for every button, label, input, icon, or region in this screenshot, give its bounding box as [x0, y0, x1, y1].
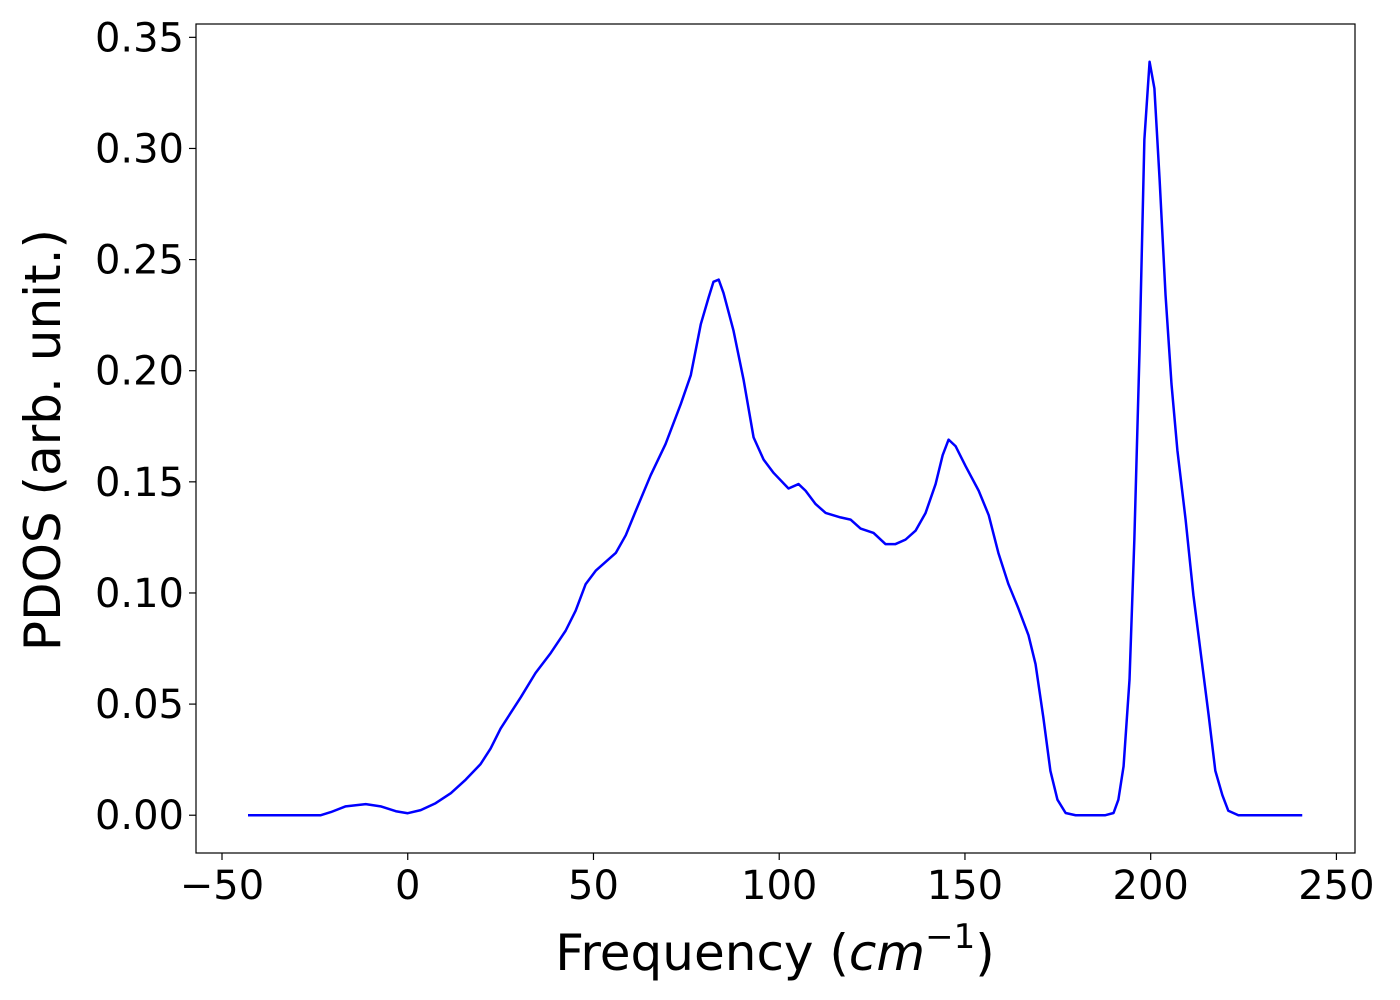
x-axis-label: Frequency (cm−1): [555, 917, 995, 982]
y-tick-label: 0.30: [95, 126, 184, 172]
data-line: [248, 60, 1303, 817]
x-tick-label: 150: [927, 863, 1003, 909]
plot-frame: [195, 23, 1356, 854]
y-tick-label: 0.00: [95, 793, 184, 839]
y-tick-label: 0.25: [95, 238, 184, 284]
x-label-exponent: −1: [925, 917, 975, 957]
x-label-text: Frequency (: [555, 924, 849, 982]
y-tick-label: 0.20: [95, 349, 184, 395]
x-tick-label: −50: [180, 863, 264, 909]
x-tick-label: 200: [1113, 863, 1189, 909]
x-tick-label: 250: [1298, 863, 1374, 909]
x-label-close: ): [975, 924, 995, 982]
y-axis-label: PDOS (arb. unit.): [14, 229, 72, 651]
y-tick-label: 0.10: [95, 571, 184, 617]
y-tick-label: 0.35: [95, 15, 184, 61]
y-tick-label: 0.15: [95, 460, 184, 506]
x-tick-label: 0: [395, 863, 420, 909]
x-label-unit: cm: [849, 924, 925, 982]
x-tick-label: 50: [568, 863, 619, 909]
x-tick-label: 100: [741, 863, 817, 909]
y-tick-label: 0.05: [95, 682, 184, 728]
